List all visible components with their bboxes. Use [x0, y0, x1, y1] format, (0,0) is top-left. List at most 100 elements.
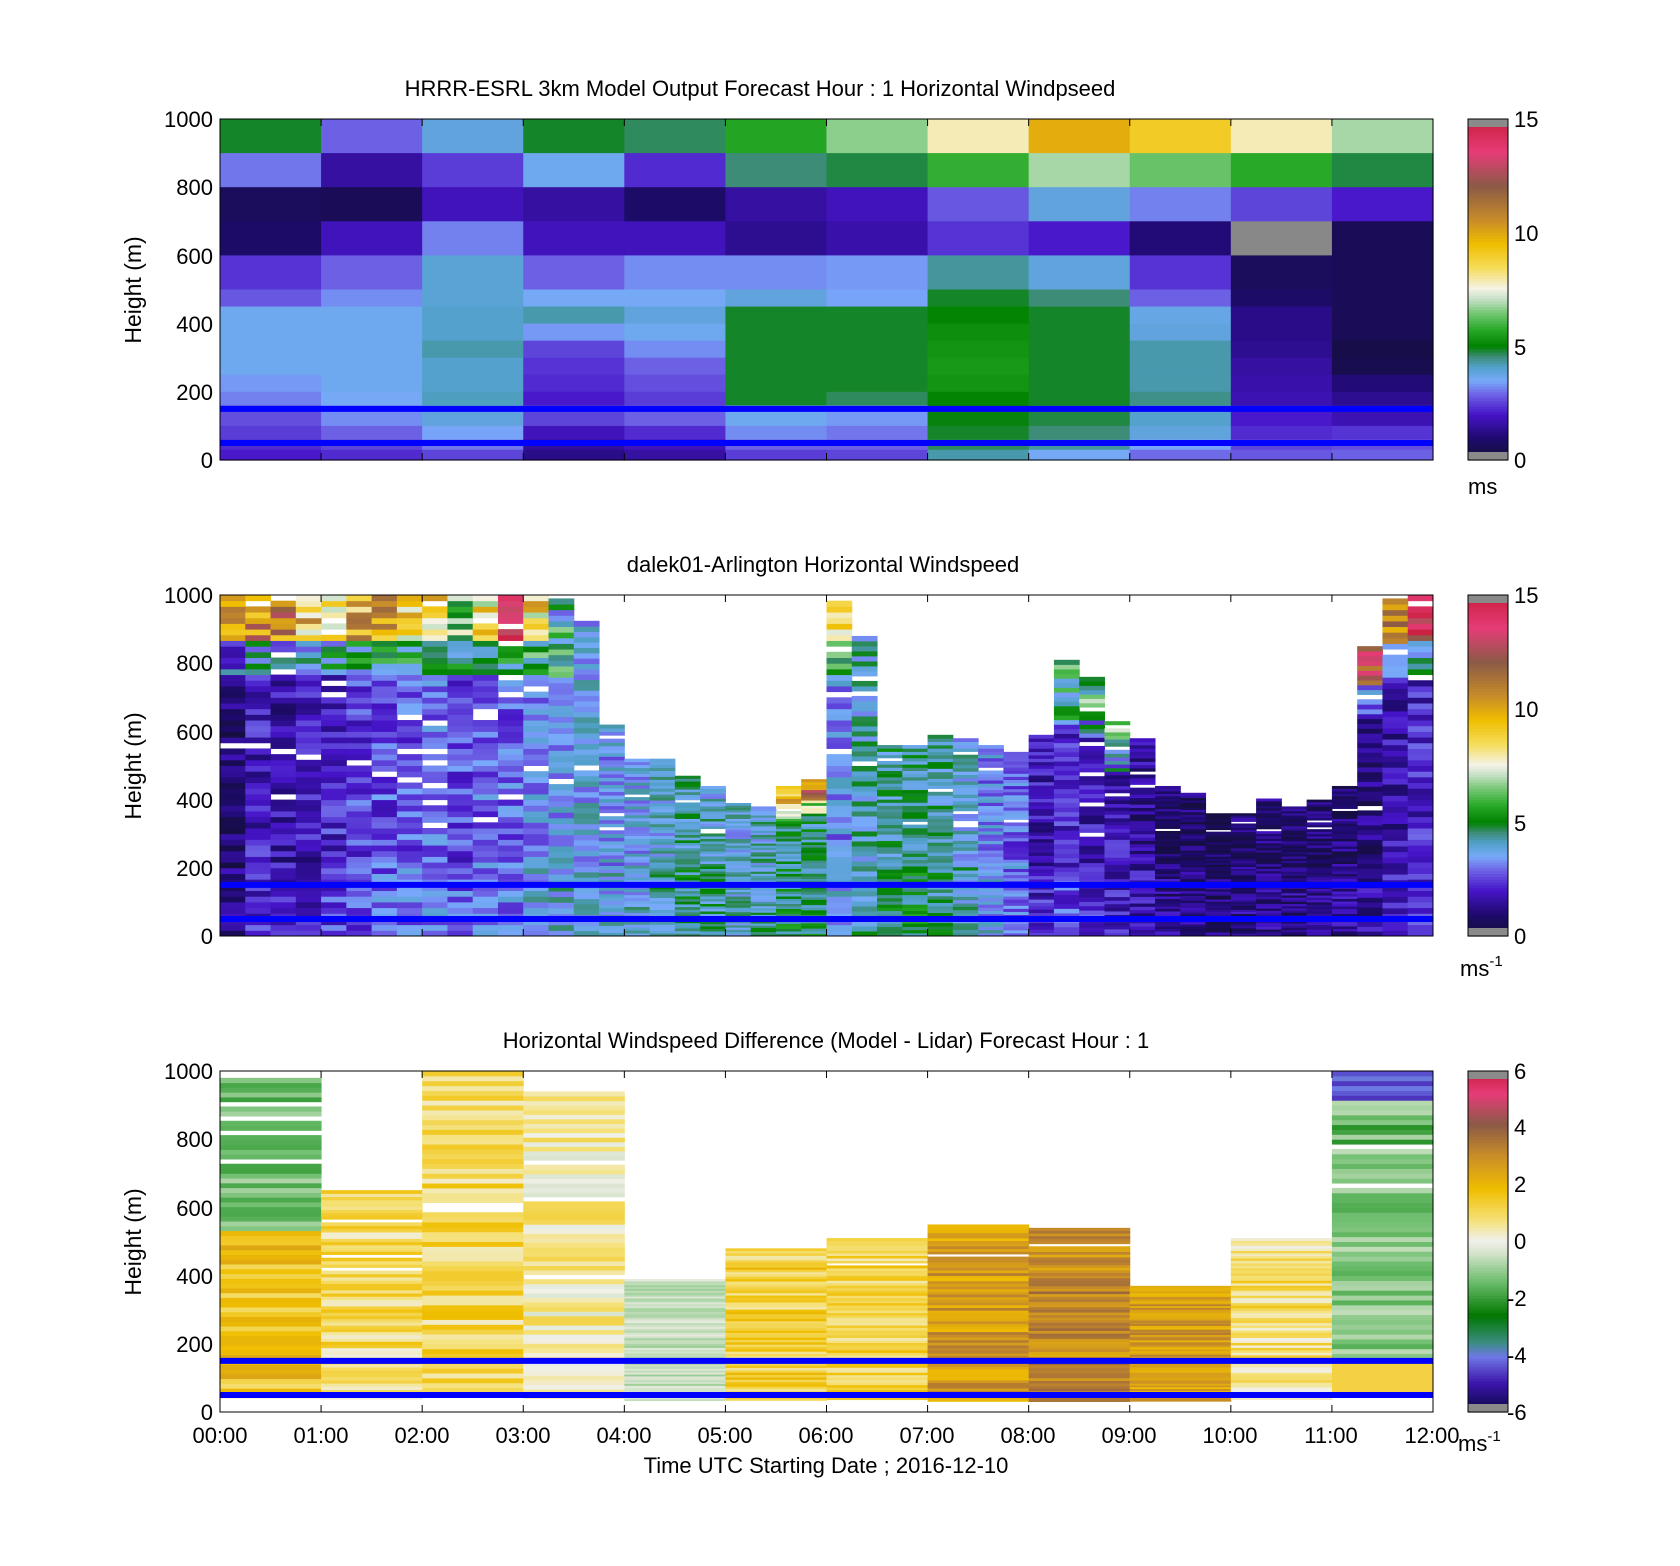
heatmap-cell	[902, 891, 929, 896]
heatmap-cell	[1281, 832, 1308, 835]
heatmap-cell	[801, 789, 827, 793]
heatmap-cell	[396, 754, 423, 761]
heatmap-cell	[346, 714, 373, 721]
heatmap-cell	[1129, 833, 1156, 838]
heatmap-cell	[1407, 640, 1434, 647]
heatmap-cell	[447, 867, 474, 874]
heatmap-cell	[1230, 895, 1257, 898]
heatmap-cell	[422, 1304, 524, 1311]
heatmap-cell	[826, 890, 853, 897]
heatmap-cell	[649, 906, 676, 910]
heatmap-cell	[1382, 682, 1409, 689]
heatmap-cell	[1129, 1368, 1232, 1372]
heatmap-cell	[1306, 822, 1333, 826]
heatmap-cell	[826, 1347, 929, 1351]
heatmap-cell	[472, 822, 499, 829]
heatmap-cell	[1104, 756, 1131, 762]
heatmap-cell	[1129, 922, 1156, 927]
heatmap-cell	[1053, 673, 1080, 679]
heatmap-cell	[952, 906, 979, 911]
heatmap-cell	[396, 600, 423, 607]
heatmap-cell	[1028, 828, 1055, 833]
heatmap-cell	[826, 714, 853, 721]
heatmap-cell	[270, 867, 297, 874]
heatmap-cell	[270, 918, 297, 926]
heatmap-cell	[927, 1296, 1030, 1300]
heatmap-cell	[1028, 1340, 1131, 1345]
heatmap-cell	[573, 674, 600, 681]
heatmap-cell	[1306, 804, 1333, 807]
heatmap-cell	[422, 1168, 524, 1174]
colorbar-swatch	[1468, 728, 1508, 732]
heatmap-cell	[321, 1318, 423, 1323]
heatmap-cell	[775, 823, 802, 827]
heatmap-cell	[599, 869, 625, 874]
heatmap-cell	[927, 1350, 1030, 1354]
heatmap-cell	[725, 1323, 827, 1326]
heatmap-cell	[725, 840, 752, 844]
heatmap-cell	[396, 896, 423, 903]
heatmap-cell	[877, 811, 903, 816]
heatmap-cell	[624, 773, 651, 777]
heatmap-cell	[851, 650, 878, 657]
heatmap-cell	[1028, 738, 1055, 743]
colorbar-swatch	[1468, 907, 1508, 912]
heatmap-cell	[624, 797, 651, 801]
colorbar-swatch	[1468, 138, 1508, 143]
heatmap-cell	[902, 754, 929, 759]
heatmap-cell	[1230, 221, 1333, 256]
colorbar-swatch	[1468, 1107, 1508, 1112]
heatmap-cell	[1407, 708, 1434, 715]
heatmap-cell	[396, 850, 423, 857]
colorbar-swatch	[1468, 360, 1508, 364]
heatmap-cell	[750, 828, 777, 831]
heatmap-cell	[1281, 901, 1308, 905]
heatmap-cell	[674, 847, 701, 852]
heatmap-cell	[877, 830, 903, 835]
heatmap-cell	[220, 595, 246, 602]
heatmap-cell	[346, 754, 373, 761]
heatmap-cell	[245, 839, 272, 846]
heatmap-cell	[725, 1362, 827, 1366]
heatmap-cell	[321, 663, 347, 670]
heatmap-cell	[1104, 774, 1131, 779]
heatmap-cell	[599, 911, 625, 916]
heatmap-cell	[1256, 826, 1282, 830]
colorbar-swatch	[1468, 626, 1508, 630]
heatmap-cell	[1281, 858, 1308, 861]
heatmap-cell	[1003, 923, 1030, 928]
heatmap-cell	[321, 153, 423, 188]
heatmap-cell	[422, 187, 524, 222]
colorbar-swatch	[1468, 742, 1508, 747]
colorbar-swatch	[1468, 352, 1508, 356]
heatmap-cell	[270, 765, 297, 772]
heatmap-cell	[1230, 909, 1257, 912]
colorbar-swatch	[1468, 349, 1508, 353]
heatmap-cell	[750, 864, 777, 868]
heatmap-cell	[497, 629, 524, 636]
heatmap-cell	[1053, 853, 1080, 859]
heatmap-cell	[674, 922, 701, 926]
heatmap-cell	[826, 680, 853, 687]
heatmap-cell	[674, 837, 701, 841]
heatmap-cell	[1331, 798, 1358, 802]
heatmap-cell	[775, 873, 802, 877]
colorbar-swatch	[1468, 388, 1508, 393]
heatmap-cell	[295, 850, 322, 857]
heatmap-cell	[497, 685, 524, 693]
heatmap-cell	[927, 741, 954, 746]
colorbar-swatch	[1468, 603, 1508, 607]
heatmap-cell	[548, 924, 575, 931]
heatmap-cell	[801, 904, 827, 908]
heatmap-cell	[1129, 425, 1232, 441]
heatmap-cell	[1053, 784, 1080, 790]
heatmap-cell	[851, 885, 878, 892]
heatmap-cell	[295, 884, 322, 892]
colorbar-swatch	[1468, 737, 1508, 741]
heatmap-cell	[1129, 860, 1156, 864]
colorbar-swatch	[1468, 1113, 1508, 1118]
heatmap-cell	[851, 895, 878, 902]
heatmap-cell	[952, 817, 979, 822]
heatmap-cell	[1104, 782, 1131, 787]
heatmap-cell	[472, 788, 499, 795]
